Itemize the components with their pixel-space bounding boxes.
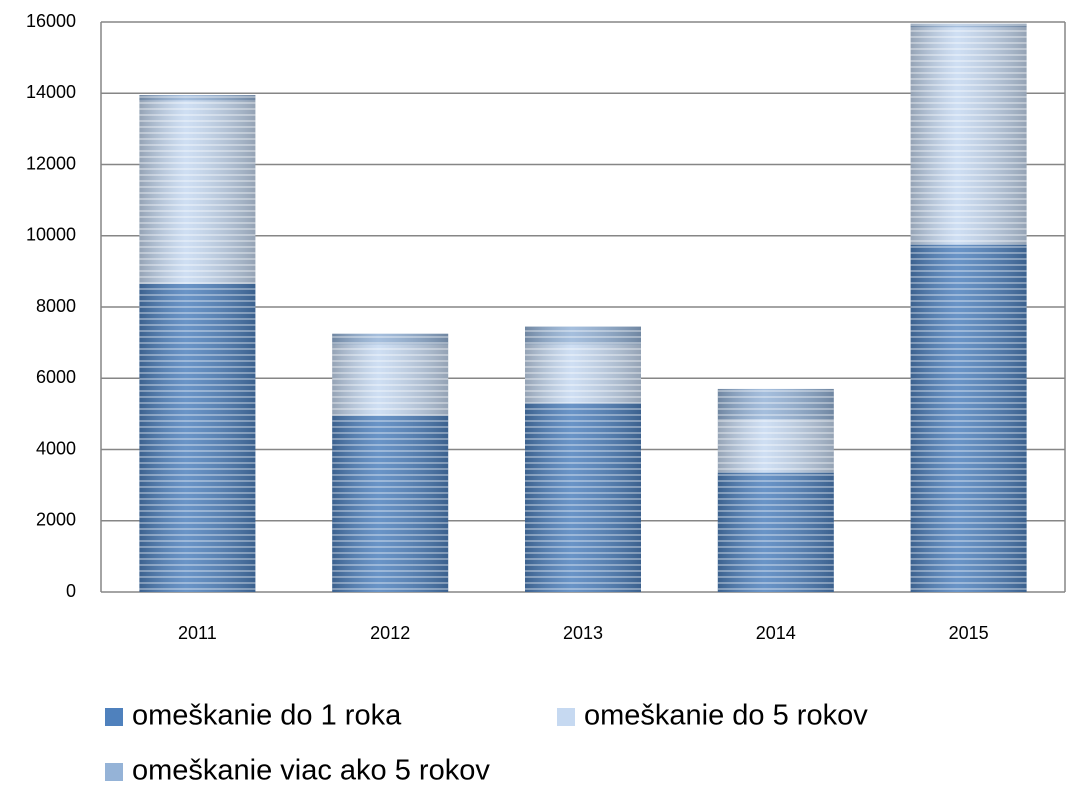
bar-texture: [525, 403, 641, 592]
y-tick-label: 2000: [36, 510, 76, 530]
bar-texture: [525, 344, 641, 404]
bar-texture: [139, 283, 256, 592]
legend-marker: [557, 708, 575, 726]
x-tick-label: 2014: [756, 623, 796, 643]
bar-texture: [717, 472, 834, 592]
bar-texture: [332, 333, 449, 345]
legend-label: omeškanie do 5 rokov: [584, 700, 868, 732]
bar-texture: [332, 415, 449, 592]
legend-marker: [105, 708, 123, 726]
bar-texture: [717, 388, 834, 420]
bar-texture: [910, 23, 1027, 28]
y-tick-label: 6000: [36, 367, 76, 387]
bar-texture: [139, 95, 256, 101]
y-tick-label: 4000: [36, 438, 76, 458]
bar-texture: [139, 100, 256, 284]
y-tick-label: 0: [66, 581, 76, 601]
bar-texture: [332, 344, 449, 416]
y-tick-label: 10000: [26, 225, 76, 245]
x-tick-label: 2011: [178, 623, 217, 643]
bar-texture: [910, 27, 1027, 245]
x-tick-label: 2013: [563, 623, 603, 643]
y-tick-label: 12000: [26, 153, 76, 173]
y-tick-label: 8000: [36, 296, 76, 316]
bar-texture: [525, 326, 641, 345]
bar-texture: [910, 244, 1027, 592]
legend-label: omeškanie viac ako 5 rokov: [132, 755, 490, 787]
x-tick-label: 2015: [949, 623, 989, 643]
bar-texture: [717, 419, 834, 473]
y-tick-label: 16000: [26, 11, 76, 31]
x-tick-label: 2012: [370, 623, 410, 643]
legend-marker: [105, 763, 123, 781]
y-tick-label: 14000: [26, 82, 76, 102]
legend-label: omeškanie do 1 roka: [132, 700, 402, 732]
